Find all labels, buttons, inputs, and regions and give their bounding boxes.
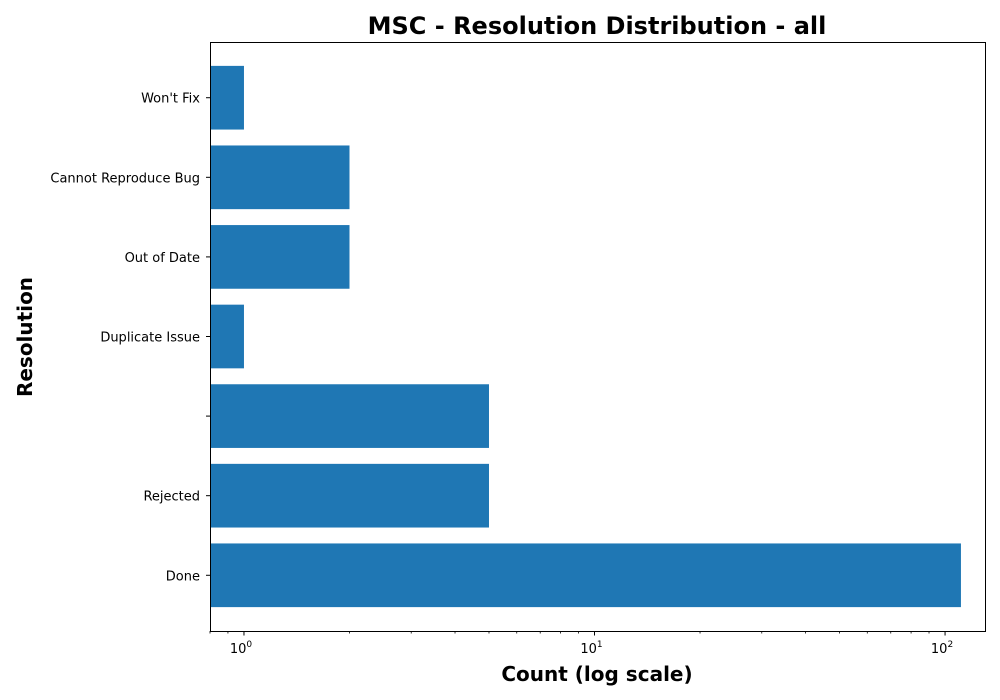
x-tick-label: 101 — [580, 640, 602, 657]
bar — [210, 384, 489, 448]
y-tick-label: Out of Date — [125, 251, 200, 266]
y-axis-label: Resolution — [13, 277, 37, 397]
y-tick-label: Duplicate Issue — [100, 331, 200, 346]
bar — [210, 65, 244, 130]
bar — [210, 463, 489, 528]
bars-group — [210, 65, 961, 608]
y-ticks-group: Done Rejected Duplicate Issue Out of Date Ca… — [50, 92, 210, 584]
x-tick-label: 102 — [931, 640, 953, 657]
plot-frame — [210, 42, 986, 632]
chart-title: MSC - Resolution Distribution - all — [368, 12, 827, 40]
y-tick-label: Cannot Reproduce Bug — [50, 171, 200, 186]
y-tick-label: Rejected — [143, 490, 200, 505]
x-axis-label: Count (log scale) — [501, 662, 692, 686]
bar — [210, 543, 961, 608]
y-tick-label: Done — [166, 569, 200, 584]
bar — [210, 225, 350, 289]
bar — [210, 145, 350, 210]
x-tick-label: 100 — [230, 640, 253, 657]
y-tick-label: Won't Fix — [141, 92, 200, 107]
x-ticks-group: 100 101 102 — [209, 631, 953, 657]
bar — [210, 304, 244, 369]
